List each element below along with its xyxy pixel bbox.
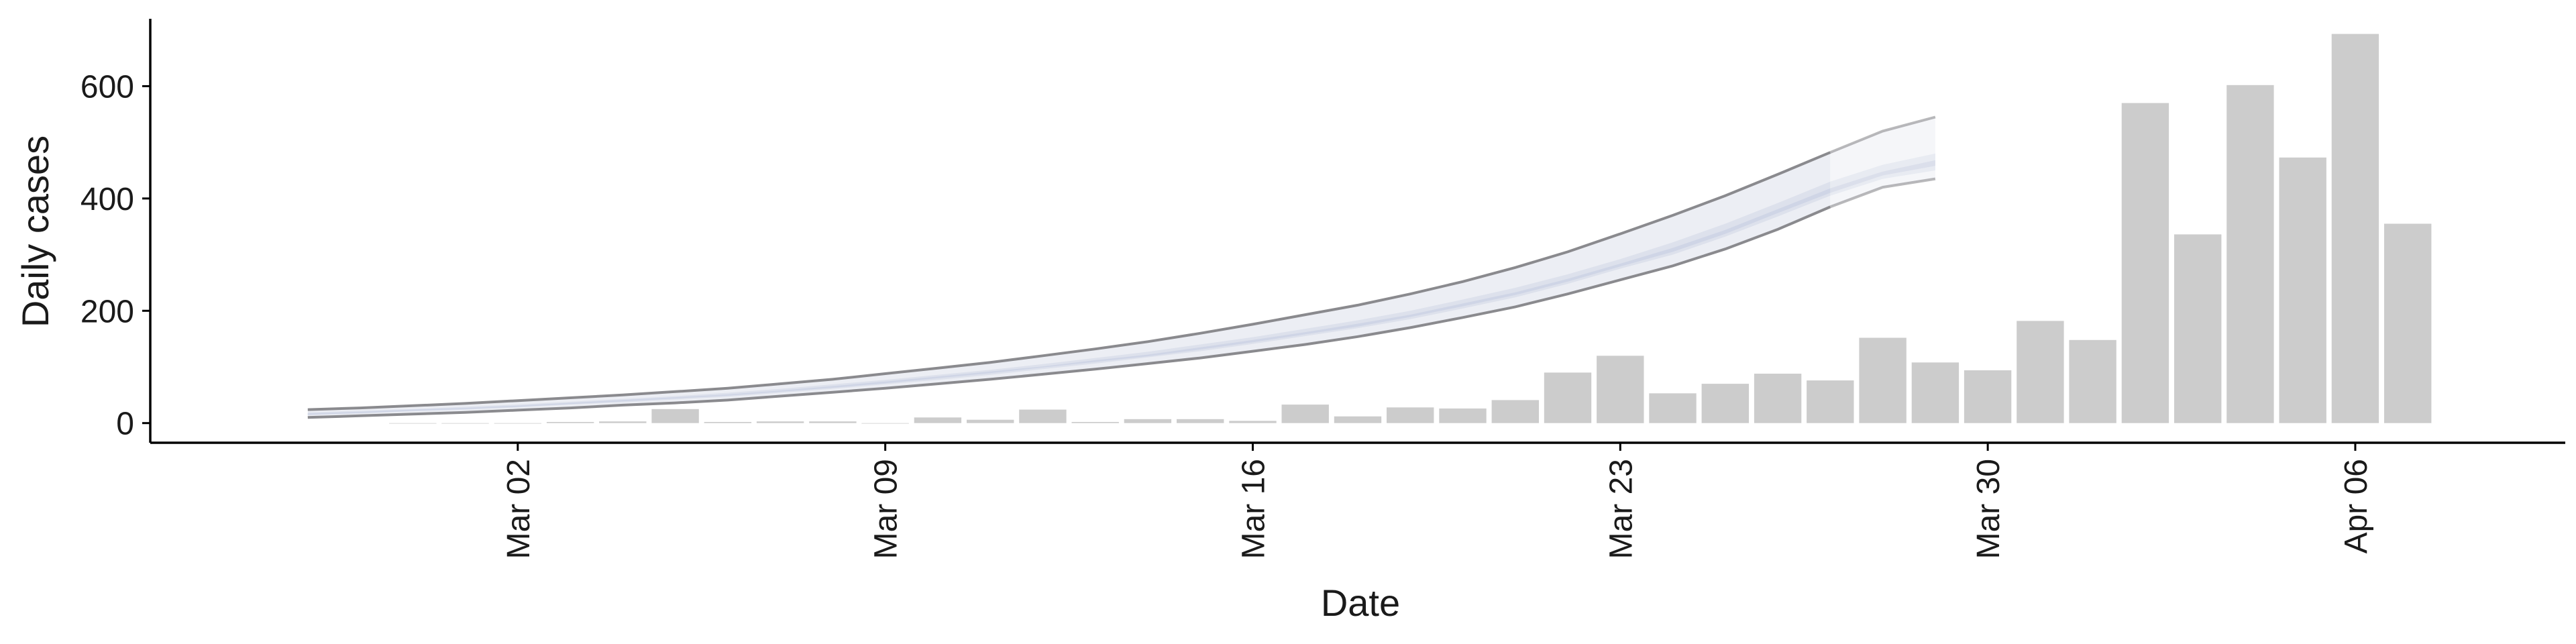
estimate-upper-line (307, 151, 1831, 411)
case-bar (1597, 356, 1644, 423)
y-tick-label: 600 (80, 69, 134, 105)
case-bar (1754, 374, 1802, 423)
case-bar (1439, 408, 1487, 423)
case-bar (2226, 85, 2274, 423)
case-bar (2279, 157, 2326, 423)
x-tick-label: Apr 06 (2339, 459, 2374, 553)
case-bar (651, 409, 699, 423)
x-tick-label: Mar 16 (1236, 459, 1272, 559)
x-tick-label: Mar 02 (501, 459, 537, 559)
x-axis-title: Date (1321, 582, 1400, 624)
case-bar (756, 421, 804, 423)
y-axis-title: Daily cases (14, 136, 56, 327)
case-bar (1334, 416, 1382, 423)
case-bar (1177, 419, 1224, 423)
case-bar (1387, 407, 1434, 423)
case-bar (2017, 321, 2064, 423)
case-bar (1964, 370, 2012, 423)
forecast-lower-line (1829, 177, 1936, 209)
case-bar (1229, 421, 1277, 423)
case-bar (704, 422, 752, 423)
axes (149, 19, 2565, 444)
case-bar (1281, 405, 1329, 423)
x-tick-label: Mar 09 (869, 459, 904, 559)
case-bar (494, 423, 541, 424)
x-tick-label: Mar 23 (1603, 459, 1639, 559)
case-bar (389, 423, 437, 424)
case-bar (2384, 223, 2432, 423)
case-bar (2121, 103, 2169, 423)
y-tick-label: 400 (80, 182, 134, 217)
estimate-bands (307, 115, 1936, 419)
case-bar (1911, 362, 1960, 423)
case-bar (967, 419, 1014, 423)
x-ticks: Mar 02 Mar 09 Mar 16 Mar 23 Mar 30 Apr 06 (501, 443, 2374, 559)
case-bar (1124, 419, 1172, 423)
y-tick-label: 200 (80, 294, 134, 329)
case-bar (2331, 34, 2379, 423)
case-bar (1544, 372, 1592, 423)
case-bar (546, 422, 594, 423)
case-bar (1491, 400, 1539, 423)
x-tick-label: Mar 30 (1971, 459, 2006, 559)
case-bar (1071, 422, 1119, 423)
case-bar (1859, 337, 1907, 423)
case-bar (1701, 384, 1749, 423)
case-bar (2069, 339, 2116, 423)
forecast-upper-line (1829, 115, 1936, 154)
case-bar (914, 417, 962, 423)
y-tick-label: 0 (116, 407, 134, 442)
case-bar (1019, 409, 1067, 423)
case-bars (389, 34, 2432, 424)
estimate-lower-line (307, 205, 1831, 419)
case-bar (441, 423, 489, 424)
case-bar (861, 423, 909, 424)
y-ticks: 0 200 400 600 (80, 69, 150, 442)
case-bar (1807, 380, 1854, 423)
estimate-band20 (1830, 160, 1935, 193)
case-bar (1649, 393, 1697, 423)
case-bar (599, 421, 647, 423)
case-bar (809, 421, 857, 423)
case-bar (2174, 234, 2222, 423)
